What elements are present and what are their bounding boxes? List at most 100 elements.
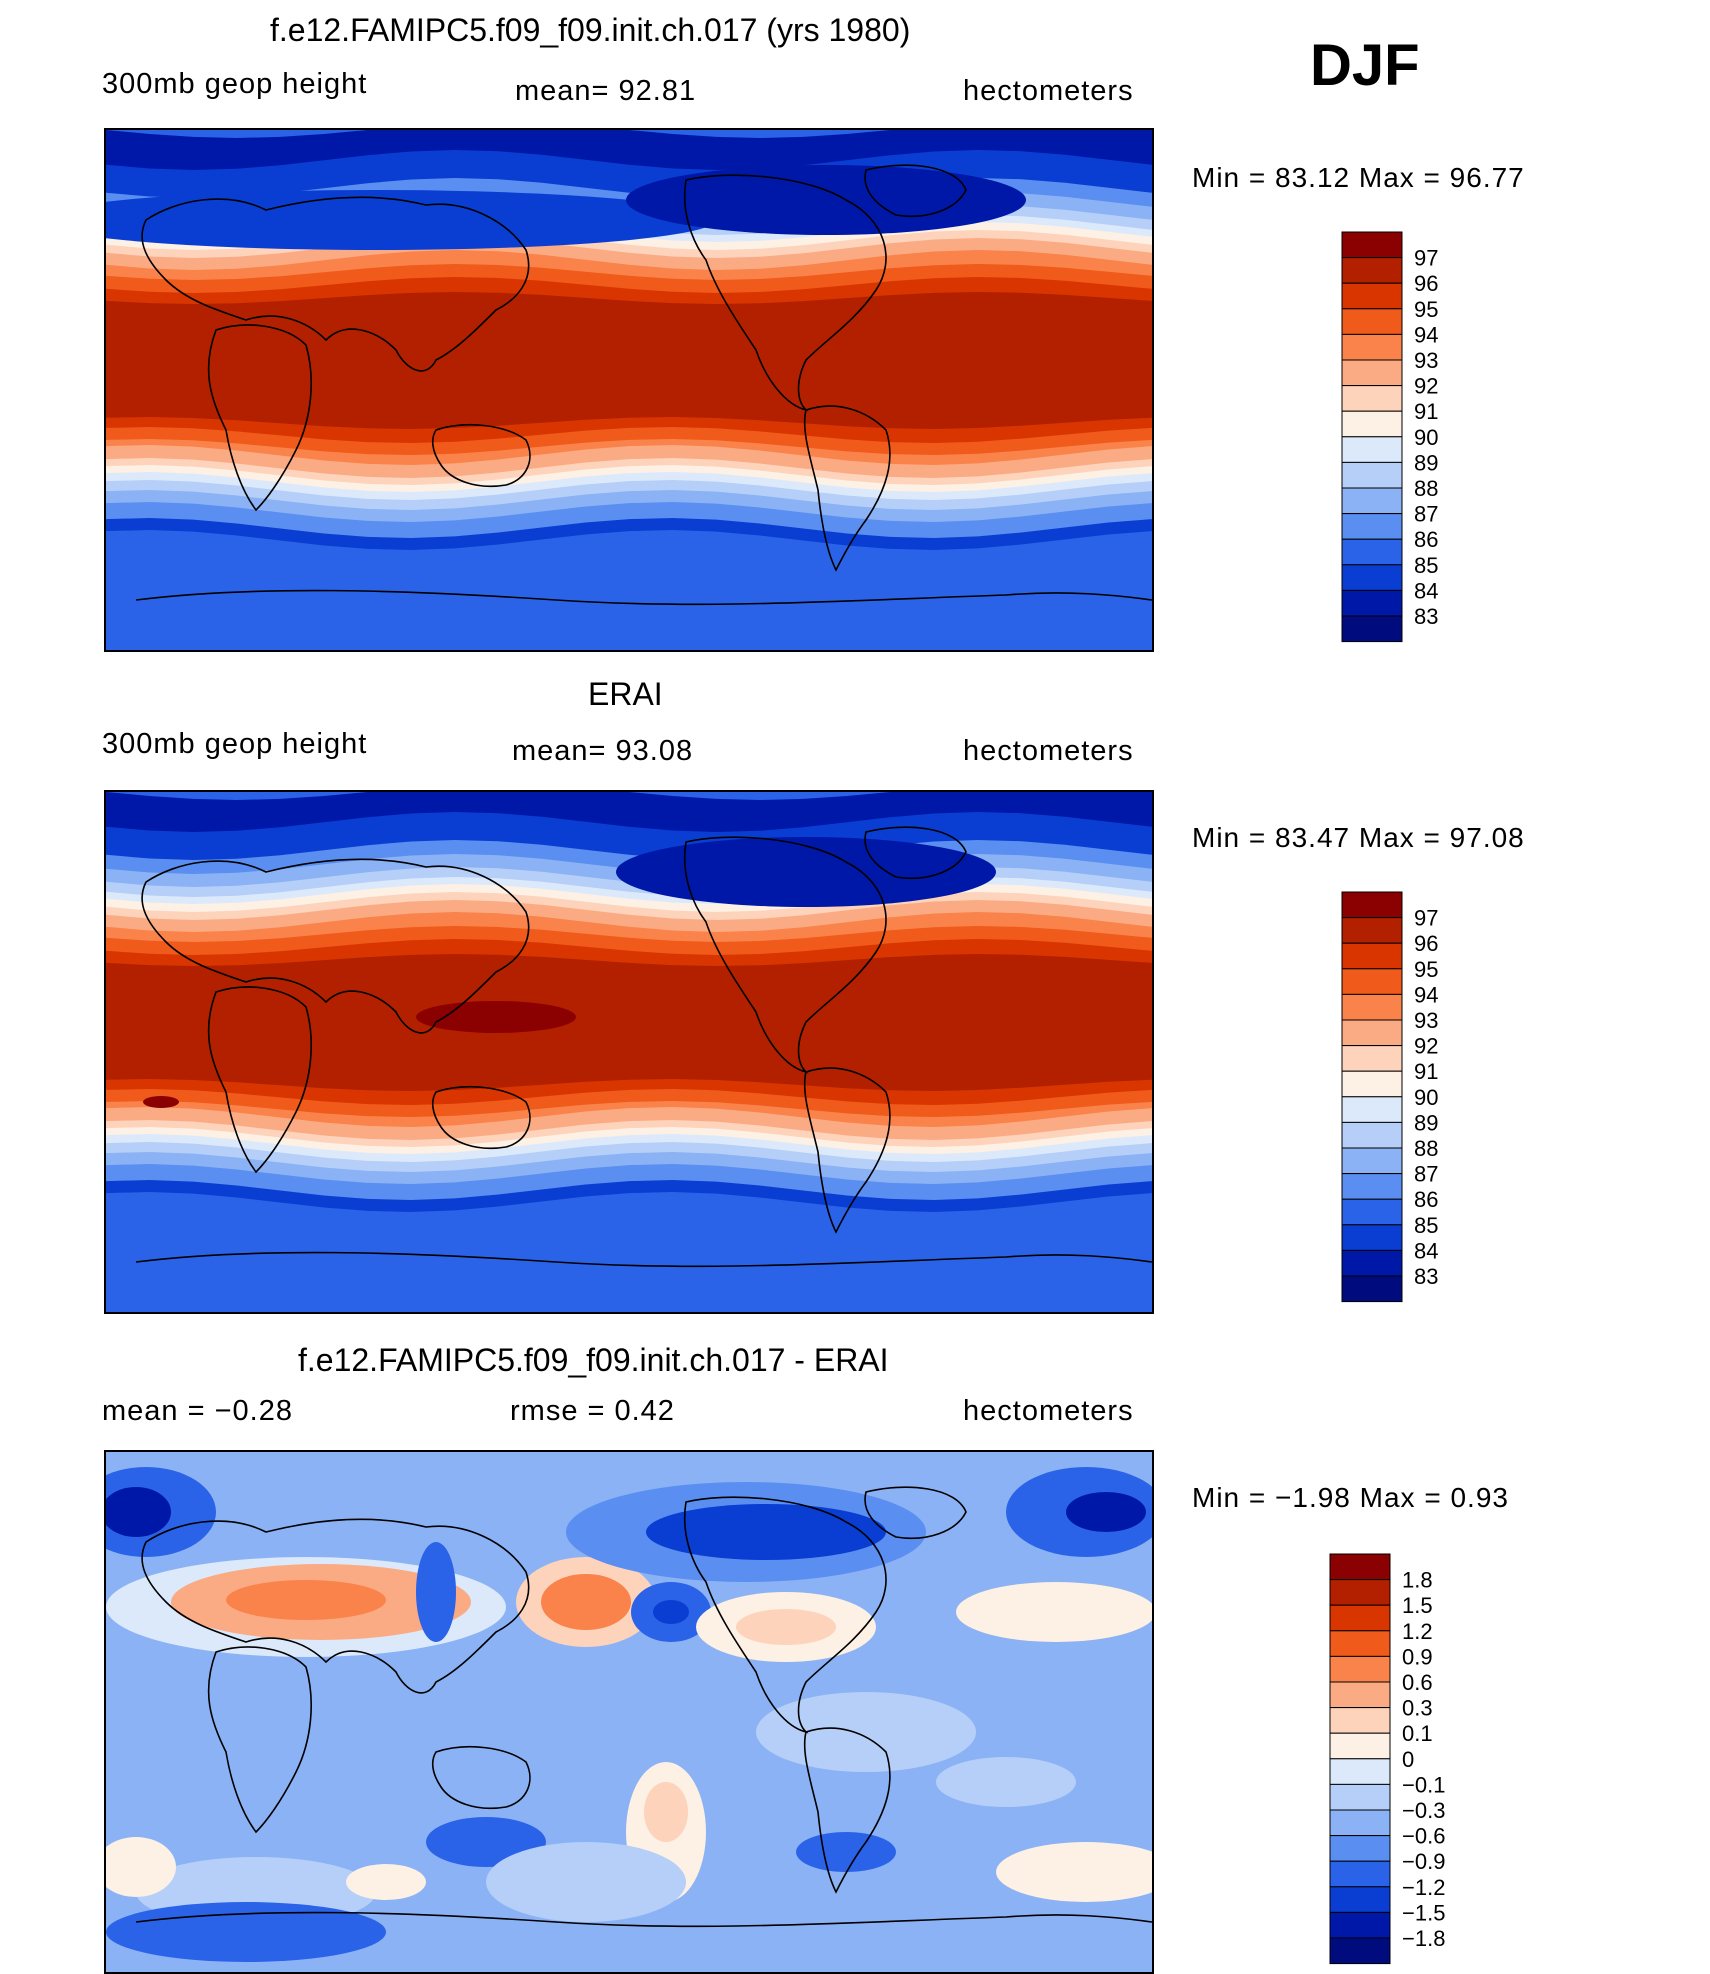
colorbar-cell [1329, 1604, 1391, 1632]
colorbar-tick-label: 0.3 [1402, 1696, 1433, 1721]
panel2-variable-label: 300mb geop height [102, 728, 368, 760]
colorbar-cell [1341, 1019, 1403, 1047]
colorbar-tick-label: 93 [1414, 1008, 1438, 1033]
colorbar-cell [1341, 1275, 1403, 1303]
panel3-units-label: hectometers [963, 1395, 1134, 1427]
colorbar-cell [1329, 1630, 1391, 1657]
panel3-map [104, 1450, 1154, 1974]
colorbar-tick-label: 88 [1414, 476, 1438, 501]
panel3-min-max: Min = −1.98 Max = 0.93 [1192, 1482, 1509, 1513]
colorbar-cell [1341, 487, 1403, 515]
colorbar-cell [1341, 538, 1403, 566]
colorbar-cell [1341, 1224, 1403, 1251]
colorbar-tick-label: 94 [1414, 982, 1438, 1007]
colorbar-cell [1341, 282, 1403, 310]
colorbar-cell [1329, 1835, 1391, 1862]
coastline [803, 405, 891, 572]
colorbar-cell [1341, 942, 1403, 970]
panel1-title: f.e12.FAMIPC5.f09_f09.init.ch.017 (yrs 1… [270, 12, 911, 48]
colorbar-tick-label: 84 [1414, 578, 1438, 603]
panel1-mean-label: mean= 92.81 [515, 75, 697, 107]
colorbar-tick-label: 97 [1414, 906, 1438, 931]
panel3-colorbar: 1.81.51.20.90.60.30.10−0.1−0.3−0.6−0.9−1… [1329, 1553, 1445, 1965]
colorbar-cell [1341, 589, 1403, 617]
colorbar-cell [1329, 1937, 1391, 1965]
colorbar-cell [1341, 1045, 1403, 1072]
colorbar-tick-label: 88 [1414, 1136, 1438, 1161]
colorbar-cell [1341, 385, 1403, 412]
colorbar-cell [1341, 410, 1403, 438]
coastline [141, 1518, 530, 1694]
colorbar-tick-label: 96 [1414, 271, 1438, 296]
colorbar-cell [1341, 1070, 1403, 1098]
colorbar-tick-label: 0.6 [1402, 1670, 1433, 1695]
colorbar-tick-label: 85 [1414, 553, 1438, 578]
colorbar-tick-label: 91 [1414, 1059, 1438, 1084]
coastline [431, 1086, 531, 1150]
panel3-title: f.e12.FAMIPC5.f09_f09.init.ch.017 - ERAI [298, 1342, 889, 1378]
colorbar-tick-label: 87 [1414, 1162, 1438, 1187]
colorbar-cell [1329, 1707, 1391, 1734]
colorbar-tick-label: −1.2 [1402, 1875, 1445, 1900]
panel1-map [104, 128, 1154, 652]
panel1-variable-label: 300mb geop height [102, 68, 368, 100]
colorbar-tick-label: 95 [1414, 297, 1438, 322]
colorbar-tick-label: 1.8 [1402, 1568, 1433, 1593]
colorbar-cell [1341, 891, 1403, 919]
colorbar-cell [1341, 917, 1403, 944]
colorbar-cell [1329, 1911, 1391, 1939]
colorbar-tick-label: 89 [1414, 450, 1438, 475]
colorbar-cell [1341, 1121, 1403, 1149]
panel2-map [104, 790, 1154, 1314]
colorbar-tick-label: 96 [1414, 931, 1438, 956]
colorbar-tick-label: 95 [1414, 957, 1438, 982]
colorbar-cell [1329, 1809, 1391, 1837]
colorbar-cell [1341, 1173, 1403, 1200]
colorbar-cell [1341, 968, 1403, 995]
panel3-rmse-label: rmse = 0.42 [510, 1395, 675, 1427]
colorbar-tick-label: 90 [1414, 425, 1438, 450]
coastline [207, 986, 312, 1174]
colorbar-cell [1329, 1579, 1391, 1606]
colorbar-cell [1341, 513, 1403, 540]
coastline [135, 589, 1152, 606]
coastline [803, 1067, 891, 1234]
coastline [141, 196, 530, 372]
coastline [864, 826, 967, 880]
colorbar-tick-label: −1.5 [1402, 1900, 1445, 1925]
colorbar-tick-label: −1.8 [1402, 1926, 1445, 1951]
coastline [135, 1911, 1152, 1928]
colorbar-tick-label: 1.5 [1402, 1593, 1433, 1618]
coastline [864, 164, 967, 218]
colorbar-cell [1329, 1732, 1391, 1760]
coastline [683, 1496, 887, 1734]
colorbar-tick-label: 0 [1402, 1747, 1414, 1772]
colorbar-cell [1341, 564, 1403, 591]
coastline [207, 1646, 312, 1834]
colorbar-cell [1341, 333, 1403, 361]
colorbar-cell [1341, 1198, 1403, 1226]
colorbar-tick-label: 0.1 [1402, 1721, 1433, 1746]
colorbar-tick-label: 1.2 [1402, 1619, 1433, 1644]
coastline [431, 1746, 531, 1810]
panel2-units-label: hectometers [963, 735, 1134, 767]
coastline [431, 424, 531, 488]
coastline [683, 174, 887, 412]
colorbar-tick-label: −0.1 [1402, 1772, 1445, 1797]
colorbar-tick-label: 94 [1414, 322, 1438, 347]
panel2-min-max: Min = 83.47 Max = 97.08 [1192, 822, 1525, 853]
panel1-units-label: hectometers [963, 75, 1134, 107]
coastline [864, 1486, 967, 1540]
panel2-mean-label: mean= 93.08 [512, 735, 694, 767]
colorbar-cell [1329, 1681, 1391, 1709]
colorbar-cell [1329, 1553, 1391, 1581]
colorbar-tick-label: 91 [1414, 399, 1438, 424]
colorbar-tick-label: −0.3 [1402, 1798, 1445, 1823]
coastline [803, 1727, 891, 1894]
colorbar-tick-label: −0.6 [1402, 1824, 1445, 1849]
colorbar-tick-label: 93 [1414, 348, 1438, 373]
colorbar-cell [1329, 1655, 1391, 1683]
colorbar-cell [1341, 615, 1403, 643]
colorbar-cell [1341, 308, 1403, 335]
